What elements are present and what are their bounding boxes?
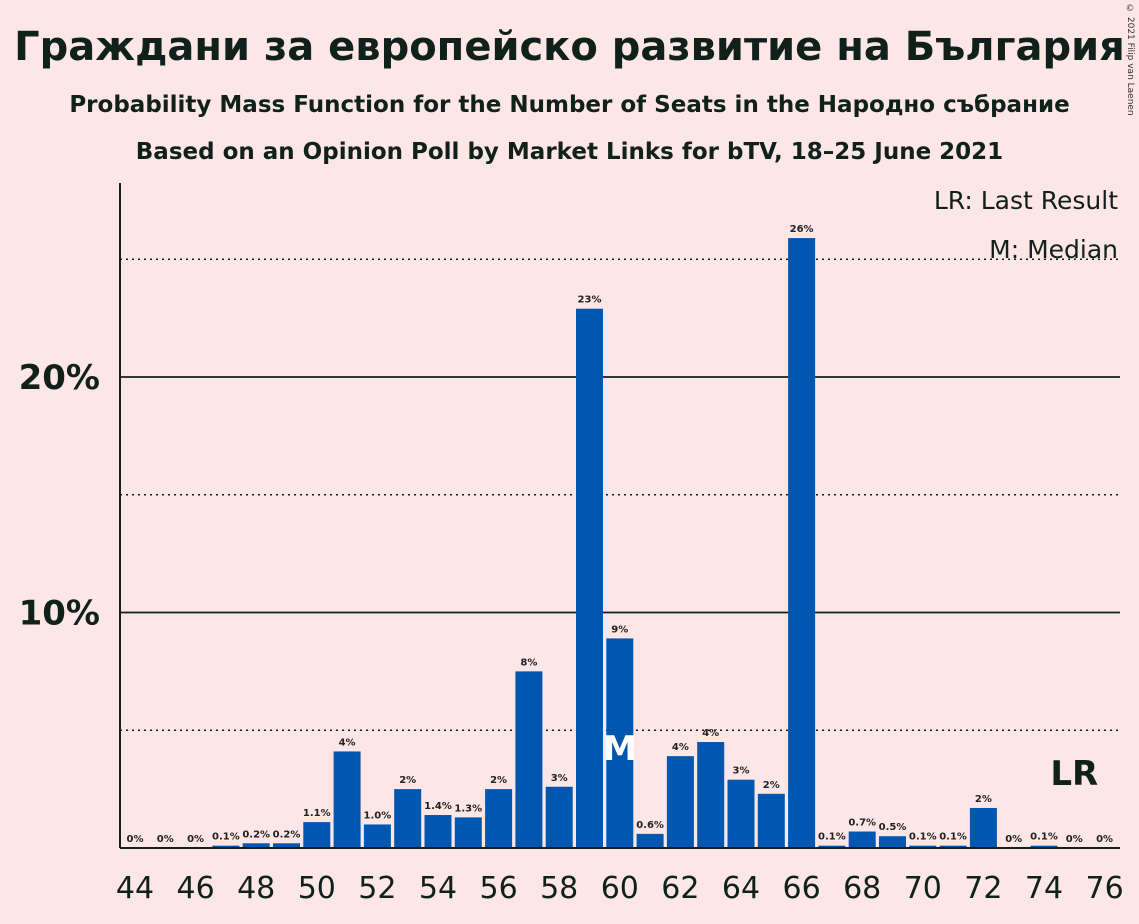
data-label: 2% — [490, 775, 507, 786]
data-label: 4% — [672, 742, 689, 753]
y-tick-label: 20% — [19, 358, 100, 398]
data-label: 1.4% — [424, 801, 452, 812]
x-tick-label: 60 — [601, 871, 639, 906]
legend-median: M: Median — [989, 235, 1118, 264]
y-axis-ticks: 10% 20% — [19, 358, 100, 634]
bar — [333, 751, 361, 848]
y-tick-label: 10% — [19, 594, 100, 634]
data-label: 2% — [399, 775, 416, 786]
data-label: 0.5% — [879, 822, 907, 833]
x-tick-label: 70 — [904, 871, 942, 906]
bar — [515, 671, 543, 848]
bar — [545, 786, 573, 848]
bar — [212, 845, 240, 848]
bar — [454, 817, 482, 848]
data-label: 26% — [790, 224, 814, 235]
x-tick-label: 56 — [480, 871, 518, 906]
data-label: 2% — [763, 780, 780, 791]
bars — [212, 238, 1058, 849]
chart-title: Граждани за европейско развитие на Бълга… — [14, 24, 1125, 70]
x-tick-label: 64 — [722, 871, 760, 906]
data-label: 2% — [975, 794, 992, 805]
median-marker: M — [603, 729, 637, 769]
data-label: 0.2% — [242, 829, 270, 840]
data-label: 0.2% — [273, 829, 301, 840]
x-tick-label: 50 — [298, 871, 336, 906]
bar — [576, 308, 603, 849]
x-tick-label: 66 — [783, 871, 821, 906]
data-label: 3% — [551, 773, 568, 784]
x-tick-label: 52 — [358, 871, 396, 906]
bar — [363, 824, 391, 848]
data-label: 1.0% — [364, 810, 392, 821]
bar — [879, 836, 906, 848]
data-label: 0.1% — [212, 832, 240, 843]
data-label: 0% — [1096, 834, 1113, 845]
bar — [788, 238, 816, 848]
data-label: 0% — [187, 834, 204, 845]
bar — [485, 789, 513, 848]
bar — [1030, 845, 1058, 848]
x-tick-label: 48 — [237, 871, 275, 906]
legend-last-result: LR: Last Result — [934, 186, 1118, 215]
bar — [394, 789, 422, 848]
x-axis-ticks: 44 46 48 50 52 54 56 58 60 62 64 66 68 70 72 74 76 — [116, 871, 1124, 906]
bar — [697, 742, 725, 848]
chart-source: Based on an Opinion Poll by Market Links… — [135, 139, 1004, 165]
bar — [848, 831, 876, 848]
data-label: 0.1% — [909, 832, 937, 843]
data-label: 4% — [339, 737, 356, 748]
data-label: 1.3% — [454, 803, 482, 814]
bar — [636, 833, 664, 848]
data-labels: 0% 0% 0% 0.1% 0.2% 0.2%1.1%4%1.0%2%1.4% 1.3%2%… — [127, 224, 1114, 845]
last-result-marker: LR — [1050, 754, 1098, 794]
chart-subtitle: Probability Mass Function for the Number… — [69, 92, 1070, 118]
data-label: 0.1% — [818, 832, 846, 843]
data-label: 3% — [733, 766, 750, 777]
data-label: 9% — [611, 624, 628, 635]
data-label: 0.1% — [939, 832, 967, 843]
data-label: 0.7% — [848, 818, 876, 829]
x-tick-label: 54 — [419, 871, 457, 906]
data-label: 1.1% — [303, 808, 331, 819]
bar — [757, 793, 785, 848]
x-tick-label: 68 — [843, 871, 881, 906]
data-label: 0% — [127, 834, 144, 845]
x-tick-label: 46 — [177, 871, 215, 906]
bar — [606, 638, 634, 848]
bar — [273, 843, 300, 848]
data-label: 0.1% — [1030, 832, 1058, 843]
bar — [909, 845, 937, 848]
data-label: 0.6% — [636, 820, 664, 831]
bar — [969, 807, 997, 848]
x-tick-label: 62 — [661, 871, 699, 906]
bar — [303, 822, 331, 848]
bar — [666, 756, 694, 848]
bar — [242, 843, 270, 848]
x-tick-label: 76 — [1086, 871, 1124, 906]
data-label: 0% — [1005, 834, 1022, 845]
copyright-notice: © 2021 Filip van Laenen — [1125, 4, 1135, 116]
x-tick-label: 44 — [116, 871, 154, 906]
data-label: 8% — [520, 657, 537, 668]
bar — [727, 779, 755, 848]
bar — [424, 815, 452, 848]
data-label: 0% — [157, 834, 174, 845]
data-label: 0% — [1066, 834, 1083, 845]
x-tick-label: 72 — [964, 871, 1002, 906]
bar — [818, 845, 846, 848]
data-label: 23% — [578, 295, 602, 306]
x-tick-label: 58 — [540, 871, 578, 906]
data-label: 4% — [702, 728, 719, 739]
x-tick-label: 74 — [1025, 871, 1063, 906]
bar — [939, 845, 967, 848]
